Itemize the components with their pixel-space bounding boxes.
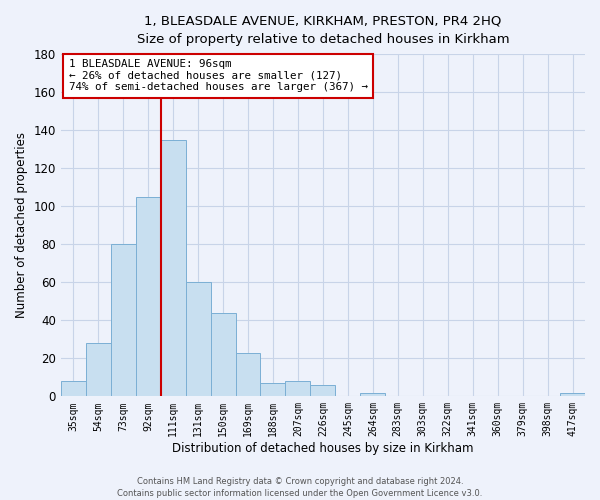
Bar <box>161 140 185 396</box>
Bar <box>260 383 286 396</box>
Y-axis label: Number of detached properties: Number of detached properties <box>15 132 28 318</box>
Text: 1 BLEASDALE AVENUE: 96sqm
← 26% of detached houses are smaller (127)
74% of semi: 1 BLEASDALE AVENUE: 96sqm ← 26% of detac… <box>68 59 368 92</box>
Bar <box>136 196 161 396</box>
Bar <box>211 312 236 396</box>
Bar <box>61 381 86 396</box>
Bar <box>286 381 310 396</box>
Bar <box>236 352 260 397</box>
Bar <box>111 244 136 396</box>
Bar <box>185 282 211 397</box>
Bar <box>310 385 335 396</box>
Text: Contains HM Land Registry data © Crown copyright and database right 2024.
Contai: Contains HM Land Registry data © Crown c… <box>118 476 482 498</box>
Bar <box>560 392 585 396</box>
Bar <box>361 392 385 396</box>
X-axis label: Distribution of detached houses by size in Kirkham: Distribution of detached houses by size … <box>172 442 473 455</box>
Bar <box>86 343 111 396</box>
Title: 1, BLEASDALE AVENUE, KIRKHAM, PRESTON, PR4 2HQ
Size of property relative to deta: 1, BLEASDALE AVENUE, KIRKHAM, PRESTON, P… <box>137 15 509 46</box>
